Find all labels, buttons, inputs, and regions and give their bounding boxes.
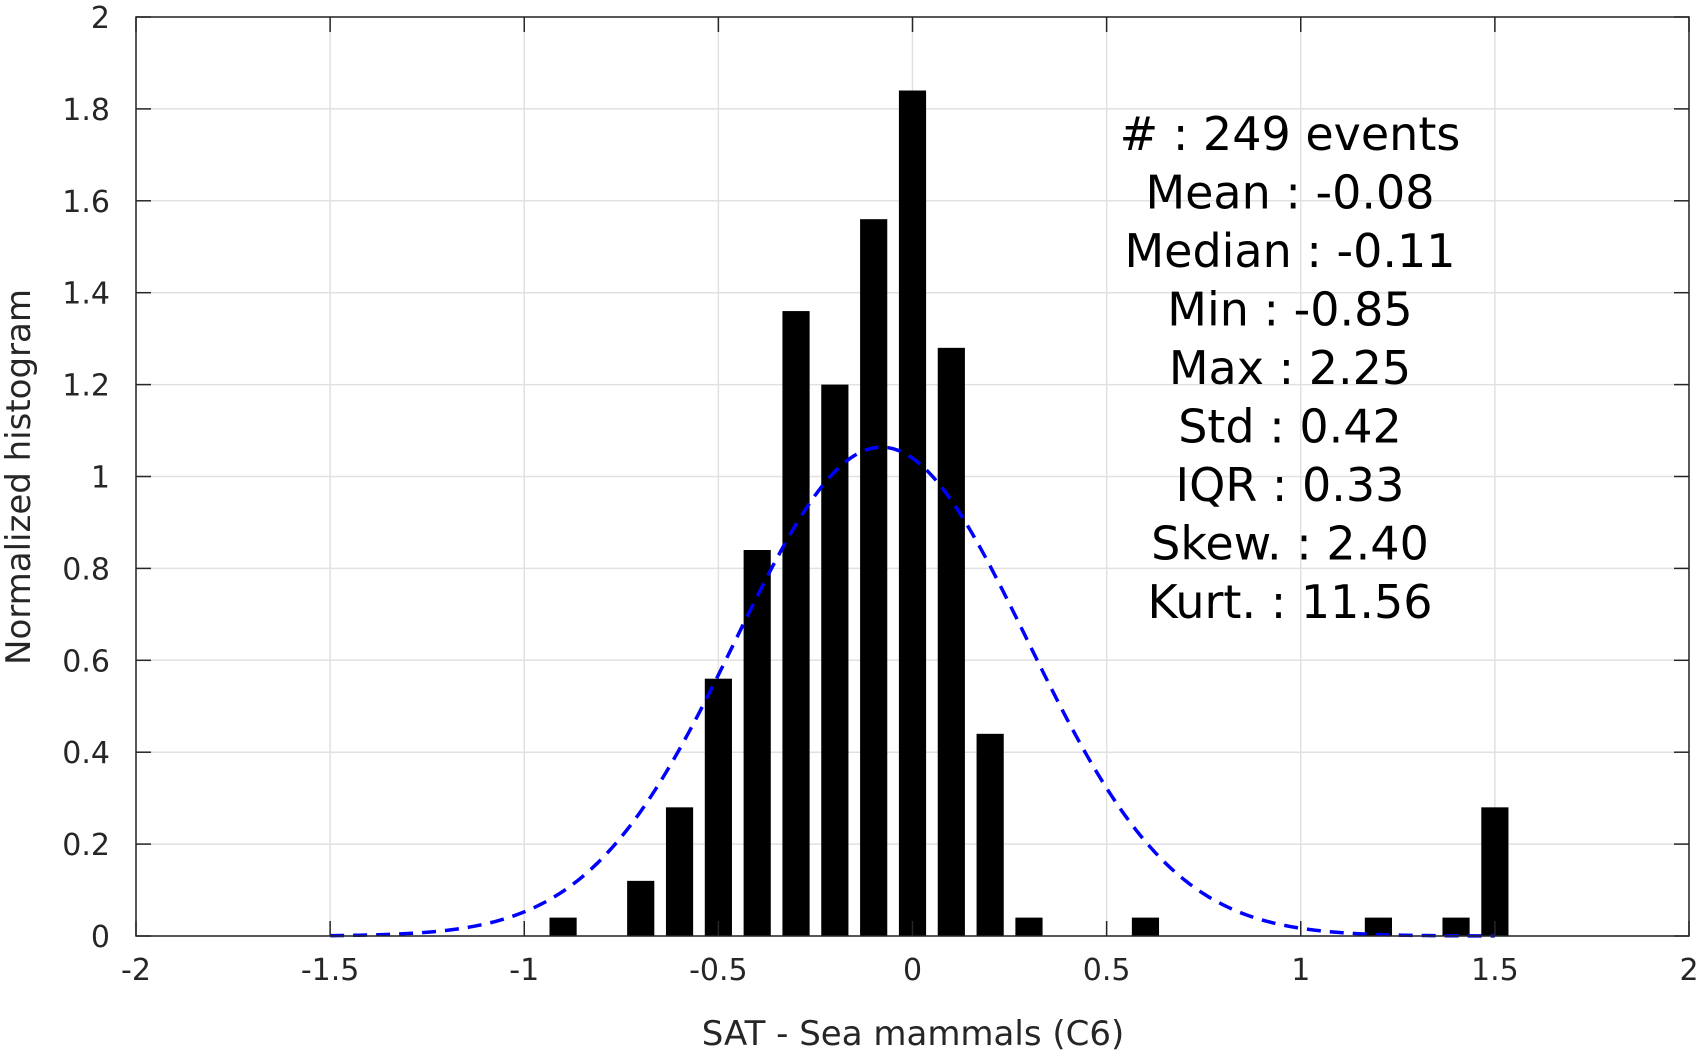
stat-label: Median [1124, 224, 1306, 278]
histogram-bar [1442, 917, 1470, 936]
stat-line: Median : -0.11 [1124, 224, 1455, 278]
histogram-bar [976, 733, 1004, 936]
stat-line: Mean : -0.08 [1145, 166, 1434, 220]
x-tick-label: -2 [121, 953, 151, 988]
y-tick-label: 1.4 [62, 277, 110, 312]
histogram-bar [782, 311, 810, 937]
histogram-bar [665, 807, 694, 936]
y-tick-label: 0.8 [62, 552, 110, 587]
x-tick-label: -1 [509, 953, 539, 988]
x-tick-label: -0.5 [689, 953, 748, 988]
stat-label: IQR [1176, 458, 1272, 512]
normal-fit-curve [330, 445, 1495, 938]
stat-value: : 0.42 [1269, 400, 1402, 454]
x-tick-label: 2 [1679, 953, 1698, 988]
stat-value: : -0.85 [1264, 283, 1413, 337]
axis-ticks [135, 16, 1690, 937]
stat-line: Std : 0.42 [1178, 400, 1402, 454]
y-tick-label: 1.2 [62, 369, 110, 404]
histogram-bar [937, 347, 965, 937]
y-tick-label: 1.8 [62, 93, 110, 128]
stat-label: Skew. [1151, 517, 1296, 571]
x-tick-label: 1.5 [1471, 953, 1519, 988]
stat-value: : -0.11 [1306, 224, 1455, 278]
histogram-bar [743, 550, 771, 936]
y-tick-label: 1 [91, 461, 110, 496]
stat-line: Skew. : 2.40 [1151, 517, 1429, 571]
x-tick-label: 0.5 [1083, 953, 1131, 988]
stat-line: Max : 2.25 [1169, 341, 1411, 395]
stat-line: IQR : 0.33 [1176, 458, 1405, 512]
histogram-bar [898, 90, 927, 936]
histogram-bar [704, 678, 732, 936]
y-axis-label: Normalized histogram [0, 289, 39, 665]
stat-value: : 2.40 [1296, 517, 1429, 571]
histogram-bar [821, 384, 849, 937]
histogram-bar [1131, 917, 1160, 936]
y-tick-label: 0 [91, 920, 110, 955]
x-axis-tick-labels: -2 -1.5 -1 -0.5 0 0.5 1 1.5 2 [121, 953, 1699, 988]
stat-label: Max [1169, 341, 1279, 395]
x-tick-label: -1.5 [301, 953, 360, 988]
histogram-bar [1015, 917, 1043, 936]
stat-value: : 2.25 [1279, 341, 1412, 395]
stat-line: # : 249 events [1120, 107, 1461, 161]
y-tick-label: 0.2 [62, 828, 110, 863]
y-axis-tick-labels: 0 0.2 0.4 0.6 0.8 1 1.2 1.4 1.6 1.8 2 [62, 1, 110, 955]
histogram-bar [627, 880, 655, 936]
histogram-bar [549, 917, 577, 936]
stat-label: Kurt. [1147, 575, 1270, 629]
stat-label: Min [1167, 283, 1263, 337]
x-axis-label: SAT - Sea mammals (C6) [702, 1014, 1125, 1053]
y-tick-label: 2 [91, 1, 110, 36]
stat-line: Kurt. : 11.56 [1147, 575, 1432, 629]
x-tick-label: 0 [903, 953, 922, 988]
stat-label: Mean [1145, 166, 1285, 220]
stat-value: : 0.33 [1272, 458, 1405, 512]
y-tick-label: 0.6 [62, 644, 110, 679]
stat-value: : -0.08 [1285, 166, 1434, 220]
histogram-bar [1481, 807, 1509, 936]
histogram-bars [549, 90, 1509, 937]
x-tick-label: 1 [1291, 953, 1310, 988]
stat-value: : 249 events [1173, 107, 1461, 161]
stat-line: Min : -0.85 [1167, 283, 1412, 337]
y-tick-label: 0.4 [62, 736, 110, 771]
histogram-bar [1364, 917, 1392, 936]
stat-label: Std [1178, 400, 1269, 454]
stat-value: : 11.56 [1271, 575, 1433, 629]
histogram-bar [860, 219, 888, 936]
stat-label: # [1120, 107, 1173, 161]
y-tick-label: 1.6 [62, 185, 110, 220]
